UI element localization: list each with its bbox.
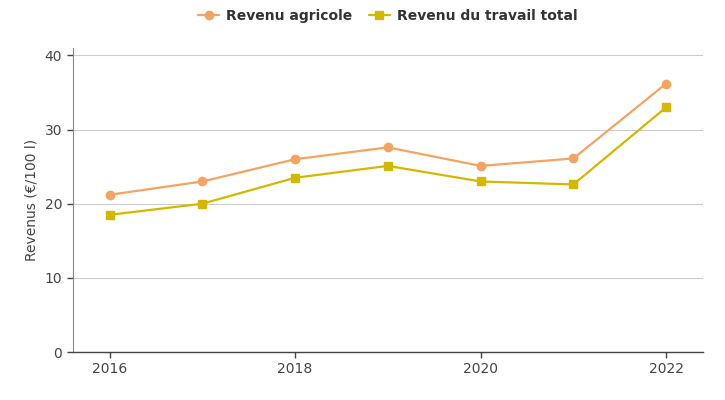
Revenu du travail total	[198, 201, 207, 206]
Revenu du travail total	[569, 182, 578, 187]
Line: Revenu du travail total: Revenu du travail total	[105, 103, 671, 219]
Revenu agricole	[384, 145, 392, 150]
Revenu du travail total	[291, 175, 299, 180]
Revenu agricole	[198, 179, 207, 184]
Revenu du travail total	[662, 105, 671, 110]
Legend: Revenu agricole, Revenu du travail total: Revenu agricole, Revenu du travail total	[199, 9, 577, 23]
Line: Revenu agricole: Revenu agricole	[105, 80, 671, 199]
Revenu du travail total	[384, 164, 392, 168]
Revenu du travail total	[105, 212, 114, 217]
Revenu du travail total	[476, 179, 485, 184]
Y-axis label: Revenus (€/100 l): Revenus (€/100 l)	[25, 139, 39, 261]
Revenu agricole	[569, 156, 578, 161]
Revenu agricole	[476, 164, 485, 168]
Revenu agricole	[291, 157, 299, 162]
Revenu agricole	[105, 192, 114, 197]
Revenu agricole	[662, 81, 671, 86]
